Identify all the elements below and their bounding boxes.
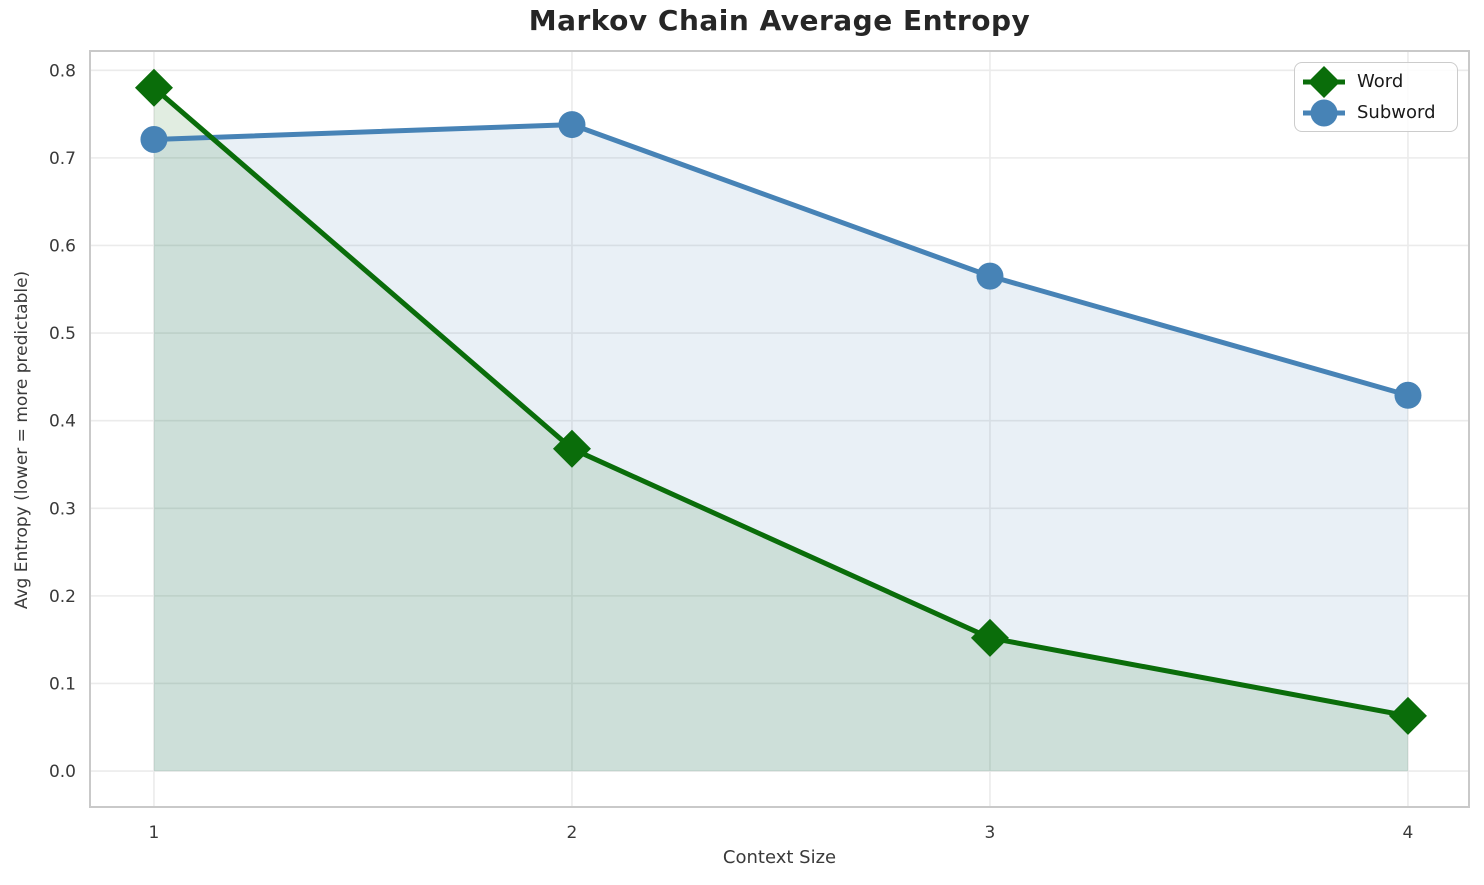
legend-label-word: Word xyxy=(1357,71,1404,92)
series-line-word xyxy=(151,85,1411,719)
series-lines xyxy=(134,68,1427,735)
data-point-word xyxy=(134,68,173,107)
area-fill-word xyxy=(153,87,1408,772)
y-tick-label: 0.4 xyxy=(49,412,76,432)
y-tick-label: 0.7 xyxy=(49,149,76,169)
data-point-word xyxy=(1388,696,1427,735)
data-point-subword xyxy=(140,125,168,153)
plot-border xyxy=(89,50,1470,808)
series-line-subword xyxy=(151,122,1411,398)
x-tick-label: 2 xyxy=(567,823,578,843)
data-point-word xyxy=(552,429,591,468)
y-tick-label: 0.5 xyxy=(49,324,76,344)
data-point-subword xyxy=(558,111,586,139)
y-axis-label: Avg Entropy (lower = more predictable) xyxy=(12,270,32,610)
gridlines xyxy=(90,51,1469,807)
y-tick-label: 0.3 xyxy=(49,499,76,519)
data-point-subword xyxy=(1394,381,1422,409)
legend-label-subword: Subword xyxy=(1357,102,1436,123)
y-tick-label: 0.2 xyxy=(49,587,76,607)
chart-title: Markov Chain Average Entropy xyxy=(528,4,1031,37)
x-tick-label: 1 xyxy=(149,823,160,843)
tick-labels: 0.0 0.1 0.2 0.3 0.4 0.5 0.6 0.7 0.8 1 2 3 4 xyxy=(49,61,1413,843)
word-diamond-marker-icon xyxy=(1303,65,1345,98)
data-point-word xyxy=(970,618,1009,657)
data-point-subword xyxy=(976,262,1004,290)
subword-circle-marker-icon xyxy=(1303,99,1345,126)
legend: Word Subword xyxy=(1294,62,1458,132)
area-fills xyxy=(153,87,1408,772)
y-tick-label: 0.0 xyxy=(49,762,76,782)
y-tick-label: 0.1 xyxy=(49,674,76,694)
x-axis-label: Context Size xyxy=(722,847,837,868)
axes-border xyxy=(89,50,1470,808)
x-tick-label: 3 xyxy=(985,823,996,843)
area-fill-subword xyxy=(153,124,1408,772)
y-tick-label: 0.8 xyxy=(49,61,76,81)
legend-item-subword: Subword xyxy=(1301,97,1451,128)
x-tick-label: 4 xyxy=(1403,823,1414,843)
legend-item-word: Word xyxy=(1301,65,1451,98)
y-tick-label: 0.6 xyxy=(49,236,76,256)
